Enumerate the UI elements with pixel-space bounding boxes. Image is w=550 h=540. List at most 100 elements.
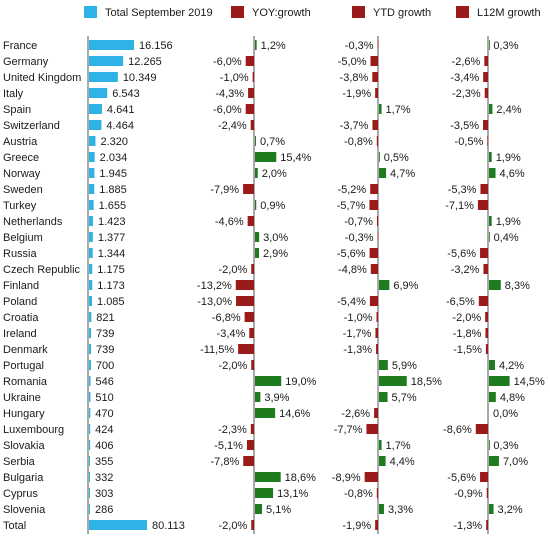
yoy-bar	[255, 408, 276, 418]
ytd-value-label: -2,6%	[341, 408, 370, 420]
l12m-value-label: -2,3%	[452, 88, 481, 100]
country-label: Italy	[3, 88, 24, 100]
yoy-bar	[255, 232, 260, 242]
ytd-bar	[369, 248, 378, 258]
yoy-value-label: -7,9%	[210, 184, 239, 196]
ytd-bar	[370, 184, 378, 194]
yoy-bar	[255, 136, 256, 146]
yoy-value-label: -7,8%	[210, 456, 239, 468]
total-value-label: 4.641	[107, 104, 135, 116]
yoy-value-label: -2,4%	[218, 120, 247, 132]
l12m-bar	[489, 152, 492, 162]
country-label: Czech Republic	[3, 264, 81, 276]
yoy-bar	[243, 184, 254, 194]
ytd-value-label: 1,7%	[386, 104, 411, 116]
country-label: United Kingdom	[3, 72, 81, 84]
country-label: Spain	[3, 104, 31, 116]
legend-label-yoy: YOY:growth	[252, 7, 311, 19]
ytd-bar	[377, 40, 379, 50]
l12m-value-label: 1,9%	[496, 152, 521, 164]
total-value-label: 1.344	[98, 248, 126, 260]
total-bar	[89, 248, 93, 258]
ytd-bar	[379, 360, 388, 370]
yoy-value-label: 1,2%	[261, 40, 286, 52]
ytd-bar	[370, 264, 378, 274]
total-value-label: 470	[95, 408, 113, 420]
l12m-bar	[489, 40, 490, 50]
country-label: Cyprus	[3, 488, 38, 500]
total-value-label: 1.377	[98, 232, 126, 244]
legend-swatch-ytd	[352, 6, 365, 18]
yoy-value-label: -1,0%	[220, 72, 249, 84]
total-value-label: 303	[95, 488, 113, 500]
ytd-bar	[370, 56, 378, 66]
yoy-value-label: -2,0%	[218, 264, 247, 276]
total-value-label: 1.655	[99, 200, 127, 212]
country-label: Croatia	[3, 312, 39, 324]
ytd-bar	[376, 312, 378, 322]
ytd-value-label: 5,7%	[392, 392, 417, 404]
country-label: Romania	[3, 376, 48, 388]
legend-label-ytd: YTD growth	[373, 7, 431, 19]
country-label: Norway	[3, 168, 41, 180]
ytd-value-label: -1,9%	[342, 520, 371, 532]
total-bar	[89, 168, 95, 178]
l12m-value-label: 2,4%	[496, 104, 521, 116]
ytd-value-label: -3,8%	[340, 72, 369, 84]
total-bar	[89, 136, 96, 146]
yoy-bar	[235, 280, 254, 290]
total-bar	[89, 440, 91, 450]
yoy-value-label: -2,3%	[218, 424, 247, 436]
yoy-bar	[251, 264, 254, 274]
country-label: Serbia	[3, 456, 36, 468]
country-label: Bulgaria	[3, 472, 44, 484]
yoy-value-label: -13,2%	[197, 280, 232, 292]
l12m-value-label: -6,5%	[446, 296, 475, 308]
ytd-value-label: -5,0%	[338, 56, 367, 68]
yoy-value-label: -2,0%	[218, 520, 247, 532]
ytd-value-label: 4,7%	[390, 168, 415, 180]
l12m-value-label: -3,2%	[451, 264, 480, 276]
yoy-bar	[245, 104, 254, 114]
l12m-bar	[485, 328, 488, 338]
l12m-value-label: -1,3%	[453, 520, 482, 532]
yoy-bar	[255, 168, 258, 178]
ytd-bar	[379, 456, 386, 466]
ytd-bar	[379, 504, 384, 514]
total-bar	[89, 376, 91, 386]
l12m-value-label: -5,6%	[447, 248, 476, 260]
yoy-value-label: -4,6%	[215, 216, 244, 228]
yoy-bar	[255, 392, 261, 402]
yoy-bar	[255, 200, 257, 210]
total-bar	[89, 504, 90, 514]
l12m-bar	[489, 360, 495, 370]
country-label: Luxembourg	[3, 424, 64, 436]
country-label: Hungary	[3, 408, 45, 420]
l12m-value-label: -0,9%	[454, 488, 483, 500]
country-label: Finland	[3, 280, 39, 292]
l12m-value-label: -0,5%	[455, 136, 484, 148]
l12m-value-label: -5,3%	[448, 184, 477, 196]
l12m-bar	[475, 424, 488, 434]
total-value-label: 546	[96, 376, 114, 388]
l12m-value-label: 14,5%	[514, 376, 545, 388]
yoy-value-label: -4,3%	[215, 88, 244, 100]
total-bar	[89, 232, 93, 242]
ytd-bar	[376, 216, 378, 226]
ytd-value-label: -8,9%	[332, 472, 361, 484]
ytd-value-label: -1,0%	[344, 312, 373, 324]
total-value-label: 6.543	[112, 88, 140, 100]
ytd-bar	[375, 328, 378, 338]
ytd-value-label: -5,2%	[337, 184, 366, 196]
ytd-bar	[376, 136, 378, 146]
ytd-value-label: 4,4%	[390, 456, 415, 468]
total-value-label: 424	[95, 424, 113, 436]
yoy-value-label: 3,0%	[263, 232, 288, 244]
ytd-bar	[375, 88, 378, 98]
yoy-value-label: 19,0%	[285, 376, 316, 388]
total-bar	[89, 360, 91, 370]
total-bar	[89, 472, 90, 482]
yoy-value-label: 5,1%	[266, 504, 291, 516]
total-value-label: 80.113	[152, 520, 185, 532]
l12m-bar	[489, 456, 499, 466]
